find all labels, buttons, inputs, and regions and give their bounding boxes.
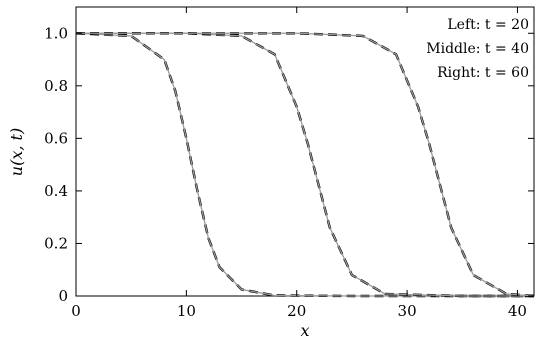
legend-entry-right: Right: t = 60 (437, 65, 529, 81)
x-tick-label: 40 (508, 302, 527, 320)
x-tick-label: 20 (287, 302, 306, 320)
series-line-5 (76, 32, 535, 297)
legend-entry-left: Left: t = 20 (447, 17, 529, 33)
x-tick-label: 0 (71, 302, 81, 320)
series-line-3 (76, 32, 534, 297)
y-tick-label: 0.2 (44, 234, 68, 252)
x-axis-label: x (300, 321, 309, 340)
y-axis-label: u(x, t) (7, 128, 26, 176)
legend: Left: t = 20 Middle: t = 40 Right: t = 6… (426, 17, 529, 81)
x-tick-label: 30 (398, 302, 417, 320)
ticks-layer: 0 10 20 30 40 0 0.2 0.4 0.6 0.8 1.0 (44, 7, 534, 320)
legend-entry-middle: Middle: t = 40 (426, 41, 529, 57)
x-tick-label: 10 (177, 302, 196, 320)
y-tick-label: 1.0 (44, 24, 68, 42)
series-line-1 (75, 32, 534, 297)
series-layer (75, 32, 535, 298)
y-tick-label: 0.4 (44, 182, 68, 200)
y-tick-label: 0.6 (44, 129, 68, 147)
y-tick-label: 0.8 (44, 77, 68, 95)
y-tick-label: 0 (58, 287, 68, 305)
